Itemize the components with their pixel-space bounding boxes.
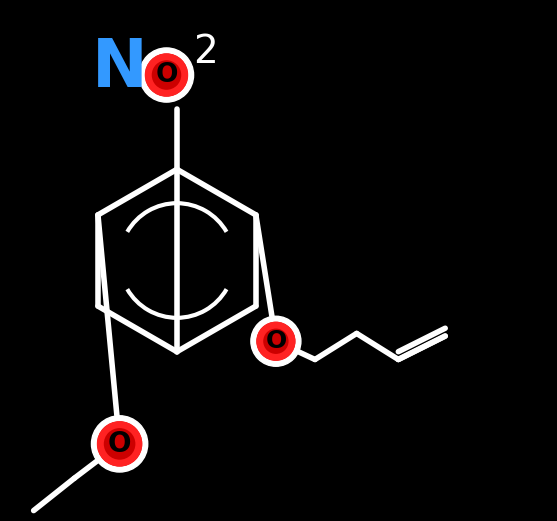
Circle shape [145,54,187,96]
Text: 2: 2 [193,33,218,71]
Circle shape [91,416,148,472]
Circle shape [251,316,301,366]
Text: O: O [108,430,131,458]
Circle shape [139,48,194,102]
Text: O: O [265,329,286,353]
Circle shape [257,322,295,360]
Text: O: O [155,62,178,88]
Circle shape [97,422,141,466]
Text: N: N [92,35,148,101]
